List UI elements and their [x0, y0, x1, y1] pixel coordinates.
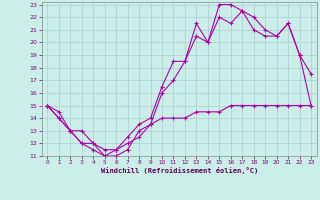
- X-axis label: Windchill (Refroidissement éolien,°C): Windchill (Refroidissement éolien,°C): [100, 167, 258, 174]
